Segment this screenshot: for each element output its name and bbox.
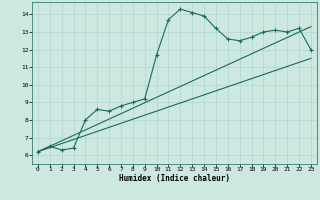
X-axis label: Humidex (Indice chaleur): Humidex (Indice chaleur): [119, 174, 230, 183]
